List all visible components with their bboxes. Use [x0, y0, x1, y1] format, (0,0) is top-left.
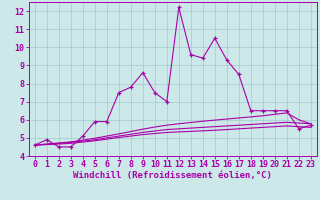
X-axis label: Windchill (Refroidissement éolien,°C): Windchill (Refroidissement éolien,°C): [73, 171, 272, 180]
